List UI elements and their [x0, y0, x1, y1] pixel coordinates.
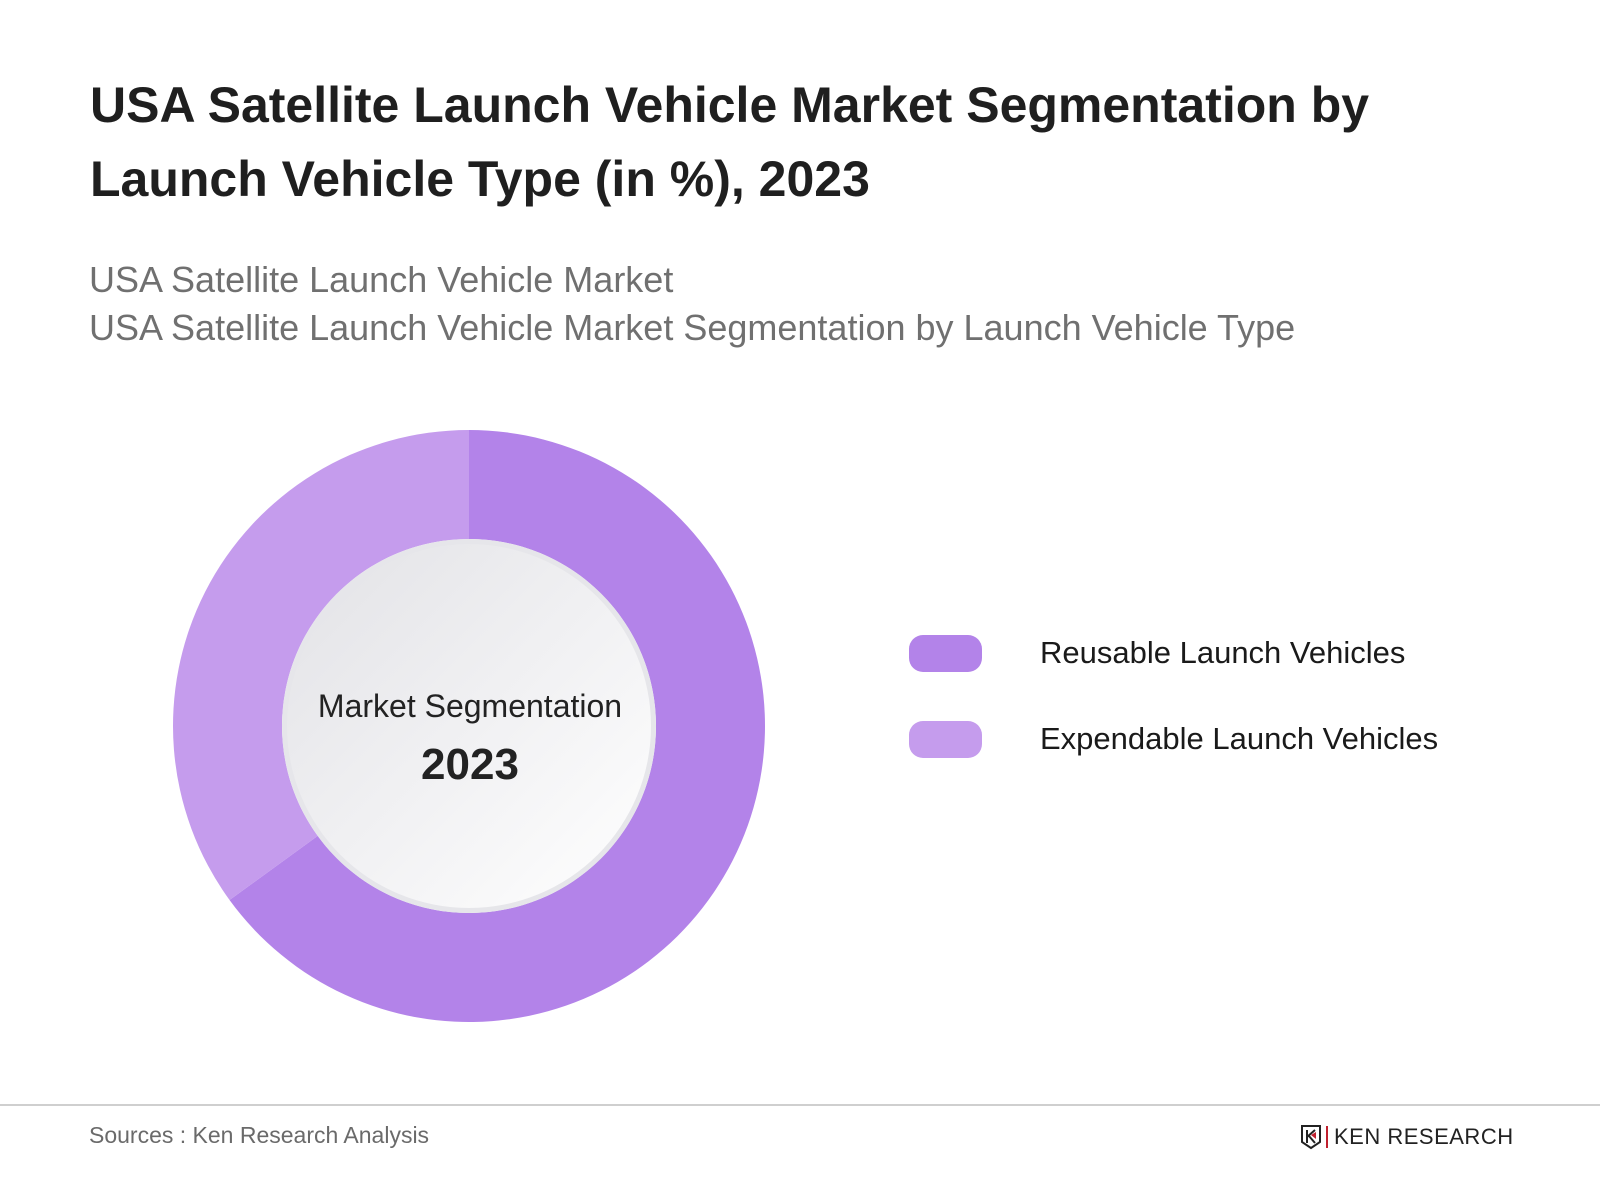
center-label: Market Segmentation	[317, 688, 623, 724]
center-value: 2023	[421, 740, 519, 789]
legend-item-expendable: Expendable Launch Vehicles	[909, 720, 1438, 758]
legend-label: Reusable Launch Vehicles	[1040, 635, 1406, 670]
donut-slice-reusable-launch-vehicles	[229, 430, 765, 1022]
logo-divider	[1326, 1126, 1328, 1148]
subtitle-line-1: USA Satellite Launch Vehicle Market	[89, 259, 674, 300]
logo-text: KEN RESEARCH	[1334, 1124, 1514, 1149]
footer-divider	[0, 1104, 1600, 1106]
ken-research-logo: KEN RESEARCH	[1300, 1124, 1514, 1150]
donut-slice-expendable-launch-vehicles	[172, 430, 469, 900]
chart-title: USA Satellite Launch Vehicle Market Segm…	[90, 77, 1370, 207]
legend-label: Expendable Launch Vehicles	[1040, 721, 1439, 756]
legend-swatch	[909, 634, 982, 672]
legend-item-reusable: Reusable Launch Vehicles	[909, 634, 1405, 672]
donut-chart	[172, 430, 765, 1022]
subtitle-line-2: USA Satellite Launch Vehicle Market Segm…	[89, 307, 1296, 348]
sources-note: Sources : Ken Research Analysis	[89, 1122, 430, 1148]
center-disc	[287, 544, 651, 908]
ken-research-logo-icon	[1301, 1125, 1321, 1150]
legend-swatch	[909, 720, 982, 758]
